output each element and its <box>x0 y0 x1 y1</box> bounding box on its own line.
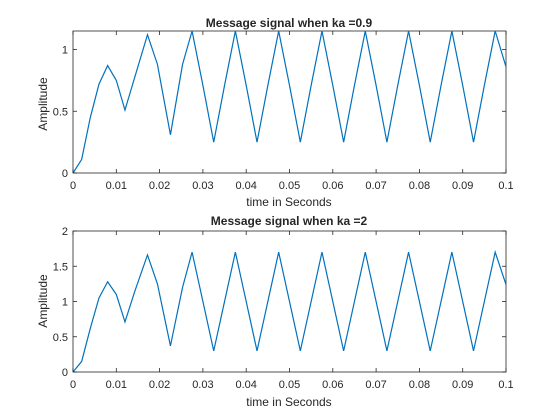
x-tick-label: 0.09 <box>452 379 473 391</box>
x-tick-label: 0.07 <box>365 379 386 391</box>
x-tick-label: 0.02 <box>149 379 170 391</box>
x-tick-label: 0.05 <box>279 379 300 391</box>
y-axis-label: Amplitude <box>36 274 50 328</box>
x-tick-label: 0.07 <box>365 180 386 192</box>
x-tick-label: 0.01 <box>106 180 127 192</box>
y-tick-label: 1 <box>62 297 68 309</box>
subplot-top: Message signal when ka =0.9 time in Seco… <box>36 16 514 209</box>
y-axis-label: Amplitude <box>36 77 50 131</box>
x-tick-label: 0.04 <box>235 180 256 192</box>
x-tick-label: 0.03 <box>192 379 213 391</box>
x-tick-label: 0.1 <box>498 379 513 391</box>
y-tick-label: 0.5 <box>53 332 68 344</box>
x-tick-label: 0.04 <box>235 379 256 391</box>
x-tick-label: 0.06 <box>322 180 343 192</box>
y-tick-label: 0 <box>62 367 68 379</box>
x-axis-label: time in Seconds <box>246 195 331 209</box>
x-tick-label: 0.08 <box>409 379 430 391</box>
y-tick-label: 2 <box>62 226 68 238</box>
x-tick-label: 0.08 <box>409 180 430 192</box>
x-tick-label: 0.1 <box>498 180 513 192</box>
x-tick-label: 0 <box>70 379 76 391</box>
chart-title: Message signal when ka =2 <box>211 214 368 228</box>
x-tick-label: 0.05 <box>279 180 300 192</box>
subplot-bottom: Message signal when ka =2 time in Second… <box>36 214 514 409</box>
x-tick-label: 0.01 <box>106 379 127 391</box>
x-tick-label: 0.09 <box>452 180 473 192</box>
y-tick-label: 1.5 <box>53 261 68 273</box>
chart-title: Message signal when ka =0.9 <box>206 16 373 30</box>
x-tick-label: 0.02 <box>149 180 170 192</box>
x-tick-label: 0.03 <box>192 180 213 192</box>
y-tick-label: 0 <box>62 168 68 180</box>
x-axis-label: time in Seconds <box>246 395 331 409</box>
series-line <box>72 30 507 174</box>
y-tick-label: 1 <box>62 45 68 57</box>
x-tick-label: 0 <box>70 180 76 192</box>
axes-box <box>72 30 507 174</box>
y-tick-label: 0.5 <box>53 106 68 118</box>
x-tick-label: 0.06 <box>322 379 343 391</box>
series-line <box>72 249 507 373</box>
